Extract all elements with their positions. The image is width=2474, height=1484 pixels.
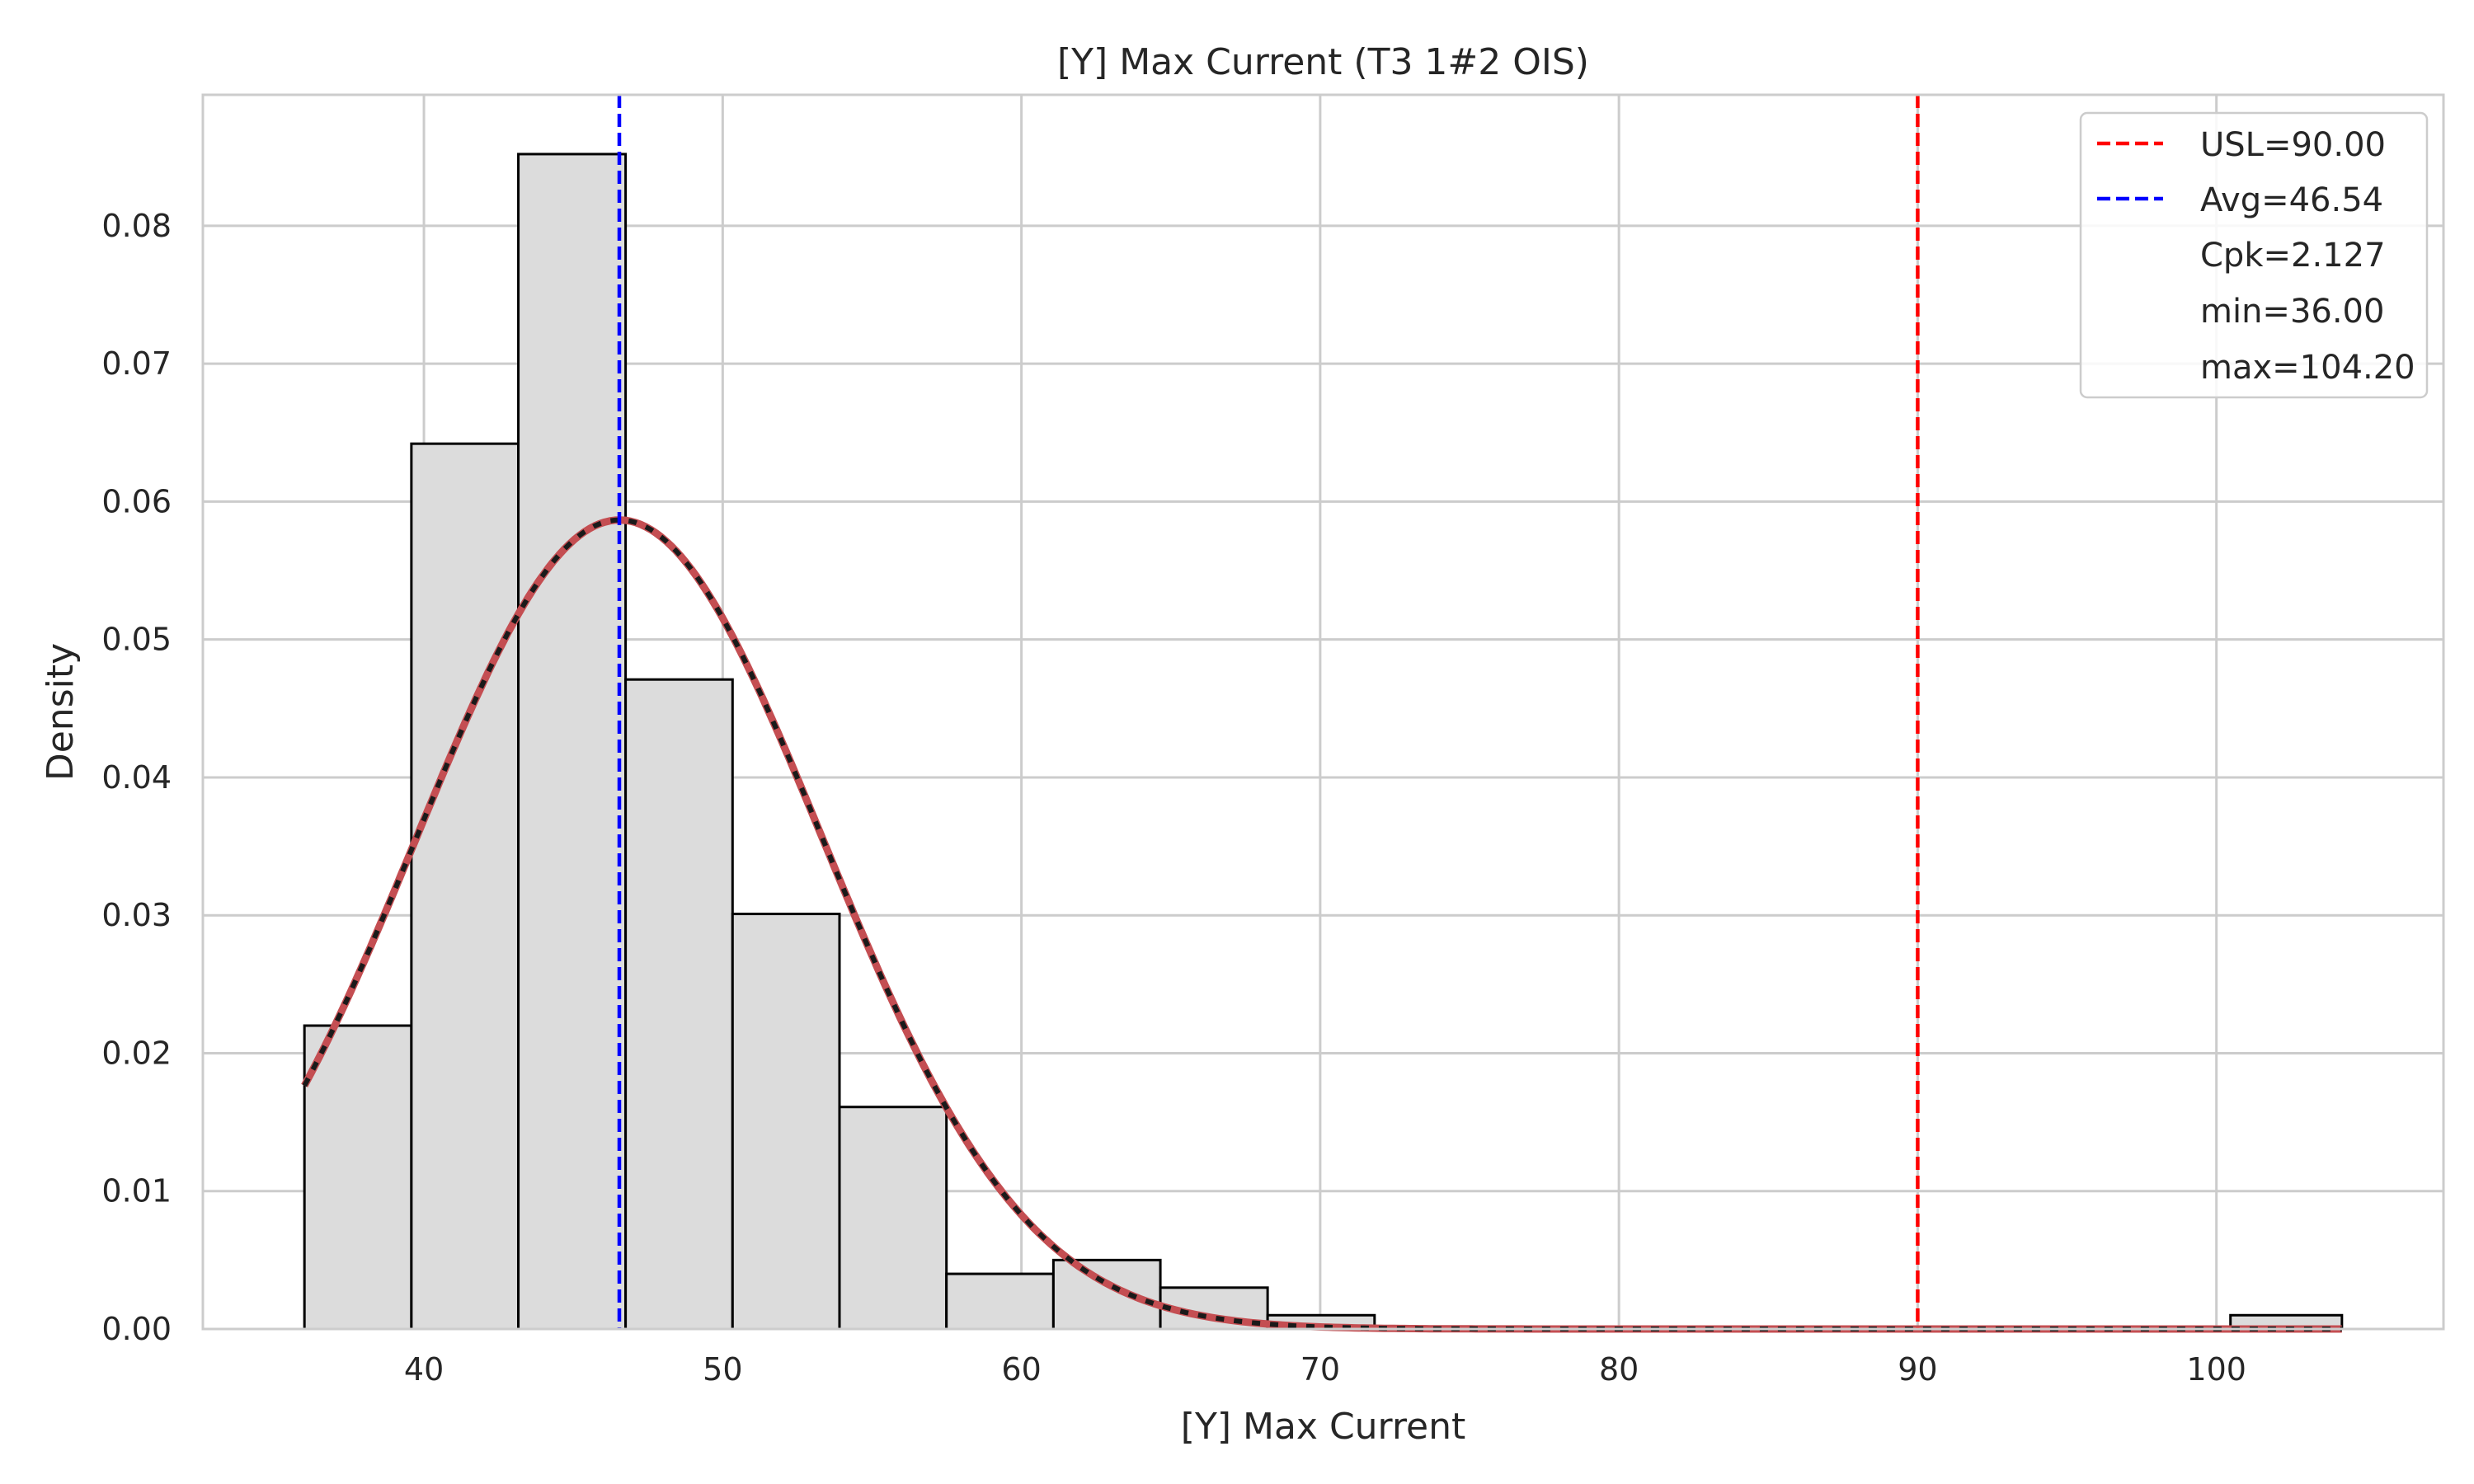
x-tick-label: 80: [1599, 1351, 1639, 1388]
y-tick-label: 0.05: [101, 622, 172, 658]
y-axis-title: Density: [40, 643, 82, 781]
reference-lines: [617, 95, 1920, 1329]
y-tick-label: 0.01: [101, 1173, 172, 1209]
legend-label-max: max=104.20: [2200, 349, 2415, 387]
legend-label-avg: Avg=46.54: [2200, 181, 2383, 219]
y-axis-ticks: 0.00 0.01 0.02 0.03 0.04 0.05 0.06 0.07 0.08: [101, 208, 172, 1347]
x-tick-label: 40: [404, 1351, 444, 1388]
x-axis-ticks: 40 50 60 70 80 90 100: [404, 1351, 2246, 1388]
histogram-bar: [624, 678, 734, 1331]
histogram-bars: [303, 153, 2344, 1331]
legend-label-usl: USL=90.00: [2200, 126, 2386, 164]
y-tick-label: 0.07: [101, 345, 172, 382]
y-tick-label: 0.04: [101, 759, 172, 796]
y-tick-label: 0.03: [101, 897, 172, 933]
histogram-bar: [731, 913, 841, 1331]
chart-title: [Y] Max Current (T3 1#2 OIS): [1057, 41, 1589, 83]
y-tick-label: 0.00: [101, 1311, 172, 1347]
x-tick-label: 90: [1898, 1351, 1937, 1388]
legend-label-min: min=36.00: [2200, 293, 2384, 331]
histogram-bar: [303, 1024, 413, 1331]
x-tick-label: 100: [2186, 1351, 2246, 1388]
histogram-bar: [1051, 1258, 1162, 1331]
legend-label-cpk: Cpk=2.127: [2200, 237, 2386, 275]
x-tick-label: 50: [703, 1351, 742, 1388]
histogram-bar: [410, 442, 520, 1331]
legend-box: [2079, 111, 2429, 399]
histogram-bar: [838, 1106, 948, 1331]
plot-frame: [201, 93, 2445, 1331]
x-tick-label: 70: [1300, 1351, 1340, 1388]
x-axis-title: [Y] Max Current: [1181, 1406, 1465, 1448]
histogram-bar: [517, 153, 628, 1331]
y-tick-label: 0.06: [101, 483, 172, 519]
y-tick-label: 0.02: [101, 1035, 172, 1071]
legend: USL=90.00 Avg=46.54 Cpk=2.127 min=36.00 …: [2079, 111, 2429, 399]
histogram-bar: [945, 1272, 1055, 1331]
y-tick-label: 0.08: [101, 208, 172, 244]
x-tick-label: 60: [1001, 1351, 1041, 1388]
